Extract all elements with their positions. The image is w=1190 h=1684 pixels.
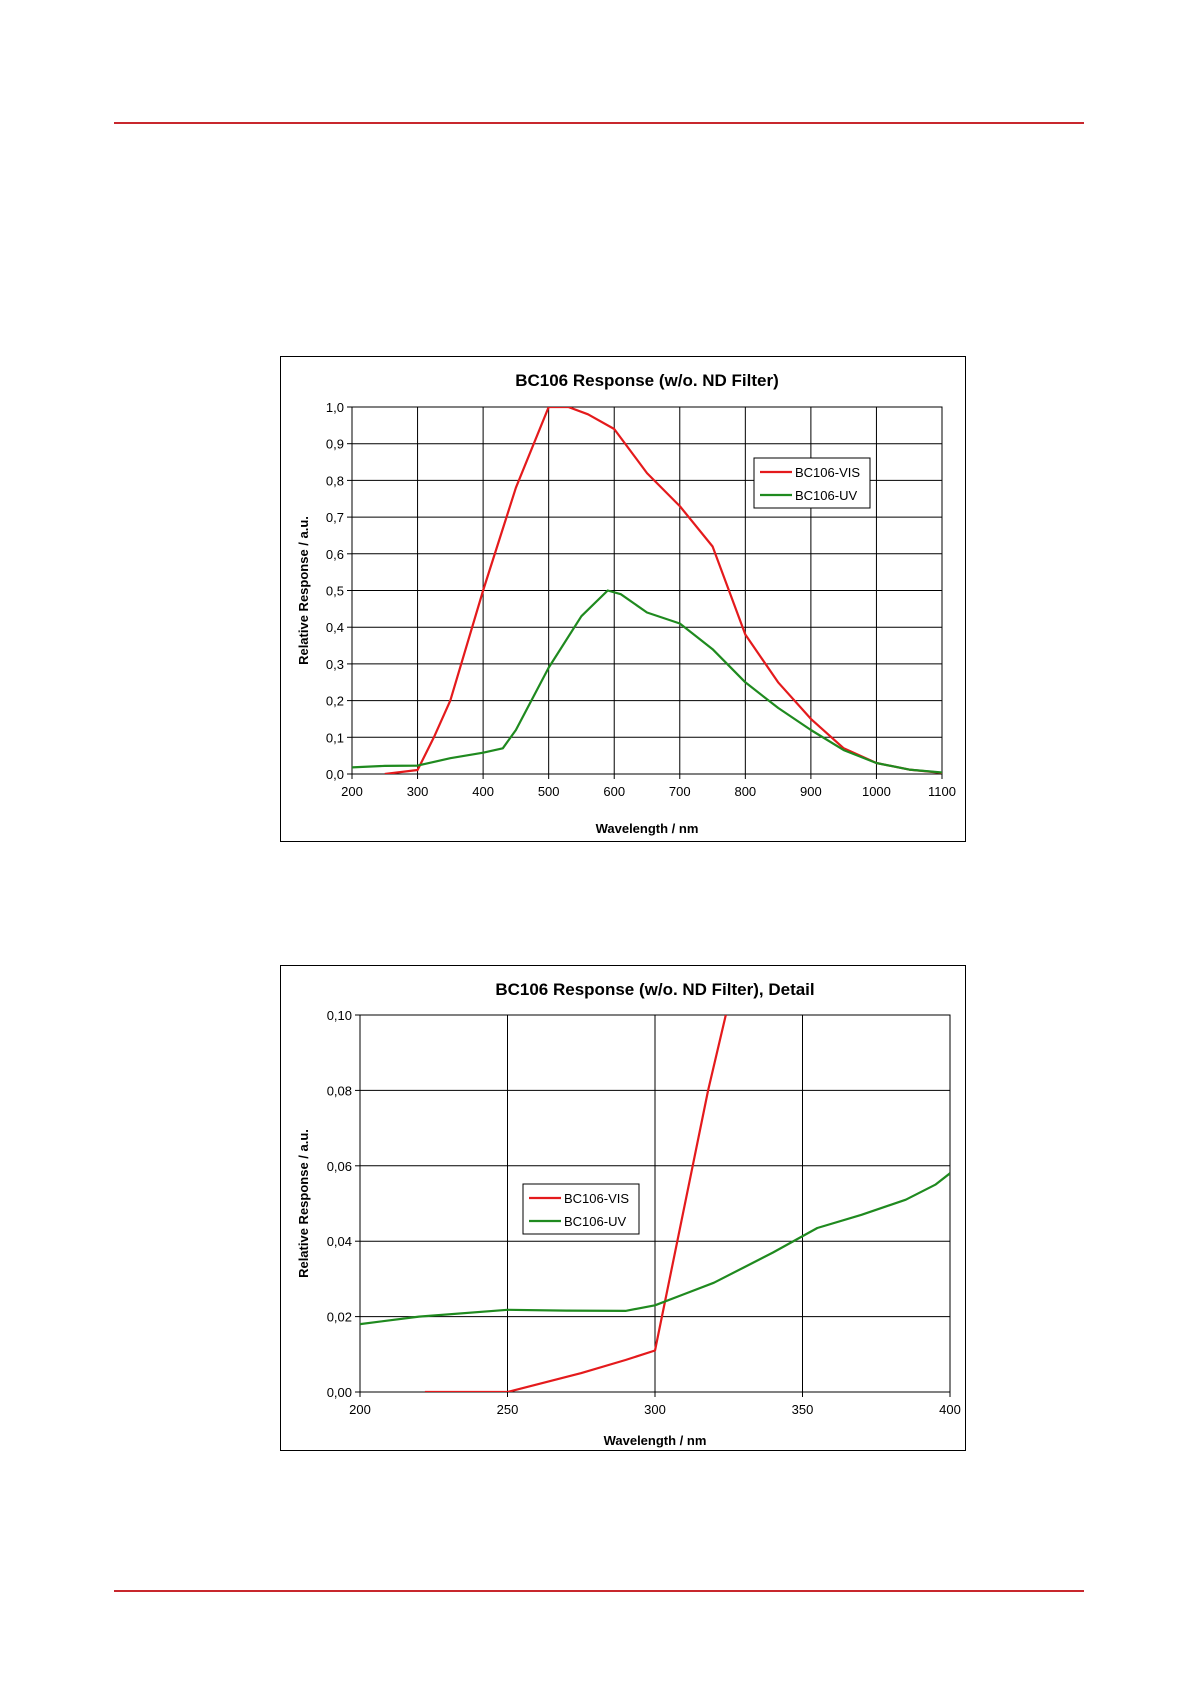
chart1-x-axis-label: Wavelength / nm [596, 821, 699, 836]
chart2-y-tick-label: 0,00 [327, 1385, 352, 1400]
chart2-title: BC106 Response (w/o. ND Filter), Detail [495, 980, 814, 999]
chart1-x-tick-label: 500 [538, 784, 560, 799]
chart1-plot-area [351, 406, 943, 775]
chart1-x-tick-label: 600 [603, 784, 625, 799]
chart1-title: BC106 Response (w/o. ND Filter) [515, 371, 779, 390]
chart1-x-tick-label: 1100 [928, 784, 956, 799]
chart2-x-tick-label: 200 [349, 1402, 371, 1417]
chart2-x-axis-label: Wavelength / nm [604, 1433, 707, 1448]
chart1-x-tick-label: 200 [341, 784, 363, 799]
chart1-x-tick-label: 400 [472, 784, 494, 799]
chart2-legend-label: BC106-UV [564, 1214, 626, 1229]
chart1-series-line-bc106-uv [352, 589, 942, 774]
chart1-y-axis-label: Relative Response / a.u. [296, 516, 311, 665]
chart1-x-tick-label: 1000 [862, 784, 891, 799]
chart2-y-tick-label: 0,06 [327, 1159, 352, 1174]
chart1-y-tick-label: 0,0 [326, 767, 344, 782]
chart1-x-tick-label: 700 [669, 784, 691, 799]
chart1-series-line-bc106-vis [384, 407, 942, 774]
chart1-y-tick-label: 0,4 [326, 620, 344, 635]
chart2-series-line-bc106-vis [424, 1015, 727, 1392]
header-rule [114, 122, 1084, 124]
chart1-y-tick-label: 0,2 [326, 694, 344, 709]
chart1-x-tick-label: 900 [800, 784, 822, 799]
chart1-y-tick-label: 0,5 [326, 584, 344, 599]
chart2-y-axis-label: Relative Response / a.u. [296, 1129, 311, 1278]
chart1-legend-label: BC106-UV [795, 488, 857, 503]
chart2-x-tick-label: 250 [497, 1402, 519, 1417]
chart2-y-tick-label: 0,10 [327, 1008, 352, 1023]
chart1-y-tick-label: 0,1 [326, 730, 344, 745]
chart2-y-tick-label: 0,02 [327, 1310, 352, 1325]
chart2-legend [522, 1183, 640, 1235]
chart2-plot-area [359, 1014, 951, 1393]
chart1-y-tick-label: 0,7 [326, 510, 344, 525]
chart1-legend-label: BC106-VIS [795, 465, 860, 480]
chart2-y-tick-label: 0,04 [327, 1234, 352, 1249]
chart1-y-tick-label: 0,9 [326, 437, 344, 452]
chart2-legend-label: BC106-VIS [564, 1191, 629, 1206]
chart2-x-tick-label: 300 [644, 1402, 666, 1417]
chart1-x-tick-label: 300 [407, 784, 429, 799]
chart2-x-tick-label: 400 [939, 1402, 961, 1417]
chart2-x-tick-label: 350 [792, 1402, 814, 1417]
chart1-x-tick-label: 800 [734, 784, 756, 799]
chart1-y-tick-label: 0,8 [326, 473, 344, 488]
footer-rule [114, 1590, 1084, 1592]
chart-response-detail: BC106 Response (w/o. ND Filter), Detail 2… [280, 965, 966, 1451]
chart1-y-tick-label: 0,3 [326, 657, 344, 672]
chart1-legend [753, 457, 871, 509]
chart1-y-tick-label: 0,6 [326, 547, 344, 562]
chart2-series-line-bc106-uv [360, 1172, 950, 1326]
chart2-y-tick-label: 0,08 [327, 1083, 352, 1098]
chart1-frame [280, 356, 966, 842]
chart-response: BC106 Response (w/o. ND Filter) 200 300 400… [280, 356, 966, 842]
chart1-y-tick-label: 1,0 [326, 400, 344, 415]
